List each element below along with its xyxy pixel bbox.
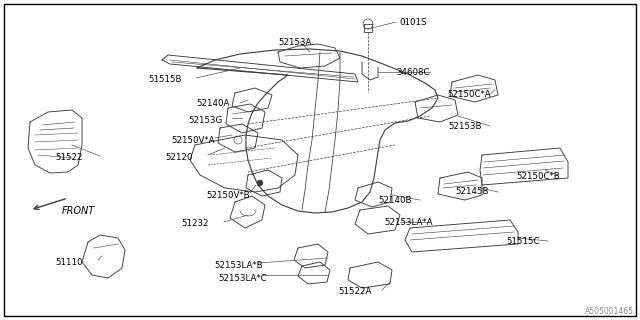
Text: 52150C*A: 52150C*A <box>447 90 491 99</box>
Text: 52140B: 52140B <box>378 196 412 205</box>
Text: A505001465: A505001465 <box>585 307 634 316</box>
Text: 52150V*A: 52150V*A <box>171 136 214 145</box>
Text: 51522A: 51522A <box>338 287 371 296</box>
Text: 34608C: 34608C <box>396 68 429 77</box>
Text: 52153LA*A: 52153LA*A <box>384 218 433 227</box>
Text: 52153B: 52153B <box>448 122 481 131</box>
Text: 52150V*B: 52150V*B <box>206 191 250 200</box>
Text: 0101S: 0101S <box>399 18 426 27</box>
Text: 52153LA*C: 52153LA*C <box>218 274 267 283</box>
Text: 51232: 51232 <box>181 219 209 228</box>
Text: 52150C*B: 52150C*B <box>516 172 560 181</box>
Text: 51515B: 51515B <box>148 75 182 84</box>
Text: 52153LA*B: 52153LA*B <box>214 261 262 270</box>
Text: 52120: 52120 <box>165 153 193 162</box>
Text: 51110: 51110 <box>55 258 83 267</box>
Text: 51515C: 51515C <box>506 237 540 246</box>
Text: 52145B: 52145B <box>455 187 488 196</box>
Text: FRONT: FRONT <box>62 206 95 216</box>
Circle shape <box>257 180 263 186</box>
Text: 52140A: 52140A <box>196 99 229 108</box>
Text: 52153G: 52153G <box>188 116 222 125</box>
Text: 52153A: 52153A <box>278 38 312 47</box>
Text: 51522: 51522 <box>55 153 83 162</box>
